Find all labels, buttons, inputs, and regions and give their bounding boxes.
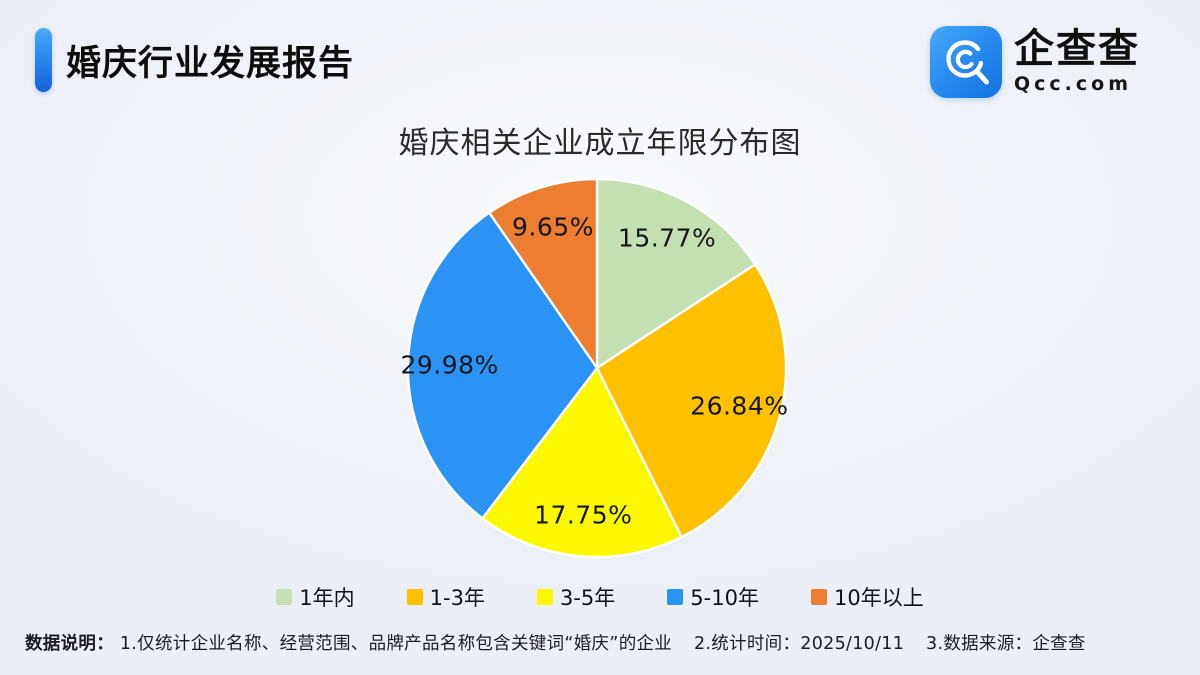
qcc-logo-icon <box>930 26 1002 98</box>
chart-title: 婚庆相关企业成立年限分布图 <box>398 126 802 161</box>
legend-item-5-10年[interactable]: 5-10年 <box>667 582 759 612</box>
pie-slice-1年内[interactable] <box>595 177 757 370</box>
pie-slice-label: 15.77% <box>617 223 717 253</box>
pie-slice-label: 17.75% <box>534 500 633 530</box>
pie-slice-10年以上[interactable] <box>488 177 599 370</box>
legend-item-1年内[interactable]: 1年内 <box>276 582 355 612</box>
legend-swatch <box>667 589 684 605</box>
pie-slice-5-10年[interactable] <box>406 211 599 520</box>
legend-label: 1-3年 <box>429 586 485 610</box>
footnote: 数据说明： 1.仅统计企业名称、经营范围、品牌产品名称包含关键词“婚庆”的企业 … <box>25 630 1190 655</box>
legend-item-10年以上[interactable]: 10年以上 <box>810 582 924 612</box>
pie-slice-label: 9.65% <box>512 212 594 242</box>
qcc-logo-name: 企查查 <box>1014 26 1140 72</box>
footnote-item: 3.数据来源：企查查 <box>926 634 1086 654</box>
legend-swatch <box>406 589 423 605</box>
qcc-logo-domain: Qcc.com <box>1014 73 1133 95</box>
report-header: 婚庆行业发展报告 <box>35 28 354 92</box>
chart-legend: 1年内 1-3年 3-5年 5-10年 10年以上 <box>0 582 1200 612</box>
footnote-item: 1.仅统计企业名称、经营范围、品牌产品名称包含关键词“婚庆”的企业 <box>119 634 673 654</box>
pie-chart[interactable] <box>397 168 797 568</box>
footnote-label: 数据说明： <box>25 634 114 654</box>
qcc-logo: 企查查 Qcc.com <box>930 26 1140 98</box>
legend-label: 10年以上 <box>833 586 924 610</box>
pie-slice-1-3年[interactable] <box>595 263 788 539</box>
footnote-item: 2.统计时间：2025/10/11 <box>693 634 905 654</box>
legend-label: 1年内 <box>299 586 355 610</box>
legend-swatch <box>536 589 553 605</box>
legend-swatch <box>810 589 827 605</box>
report-title: 婚庆行业发展报告 <box>66 43 355 84</box>
pie-slice-3-5年[interactable] <box>481 366 683 559</box>
pie-slice-label: 26.84% <box>690 391 789 421</box>
legend-label: 3-5年 <box>559 586 616 610</box>
legend-item-3-5年[interactable]: 3-5年 <box>536 582 616 612</box>
qcc-logo-texts: 企查查 Qcc.com <box>1014 26 1140 95</box>
legend-label: 5-10年 <box>690 586 759 610</box>
pie-slice-label: 29.98% <box>400 350 499 380</box>
legend-item-1-3年[interactable]: 1-3年 <box>406 582 485 612</box>
legend-swatch <box>276 589 293 605</box>
title-accent-bar <box>35 28 52 92</box>
pie-chart-area: 15.77% 26.84% 17.75% 29.98% 9.65% <box>397 168 797 568</box>
